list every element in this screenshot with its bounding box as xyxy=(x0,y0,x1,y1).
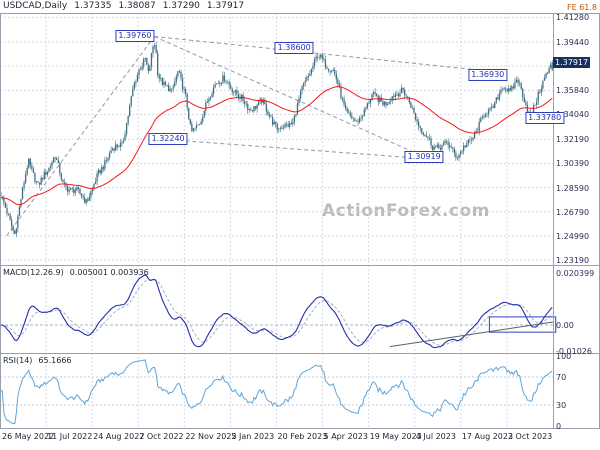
watermark: ActionForex.com xyxy=(322,201,490,221)
macd-signal-line xyxy=(0,279,553,346)
rsi-line xyxy=(0,359,553,425)
macd-indicator-values: 0.005001 0.003936 xyxy=(69,268,149,277)
moving-average-line xyxy=(0,86,553,206)
ohlc-close: 1.37917 xyxy=(206,1,245,11)
rsi-indicator-name: RSI(14) xyxy=(3,356,33,365)
ohlc-low: 1.37290 xyxy=(162,1,200,11)
macd-panel-label: MACD(12.26.9) 0.005001 0.003936 xyxy=(3,268,149,277)
current-price-box: 1.37917 xyxy=(553,57,591,69)
chart-header: USDCAD,Daily 1.37335 1.38087 1.37290 1.3… xyxy=(3,1,244,11)
macd-indicator-name: MACD(12.26.9) xyxy=(3,268,64,277)
rsi-indicator-value: 65.1666 xyxy=(38,356,72,365)
symbol-timeframe: USDCAD,Daily xyxy=(3,1,68,11)
ohlc-open: 1.37335 xyxy=(74,1,112,11)
ohlc-high: 1.38087 xyxy=(118,1,156,11)
macd-line xyxy=(0,274,553,349)
fibonacci-label: FE 61.8 xyxy=(566,3,597,12)
macd-highlight-box xyxy=(488,316,557,333)
macd-trendline xyxy=(389,321,554,348)
rsi-panel-label: RSI(14) 65.1666 xyxy=(3,356,72,365)
